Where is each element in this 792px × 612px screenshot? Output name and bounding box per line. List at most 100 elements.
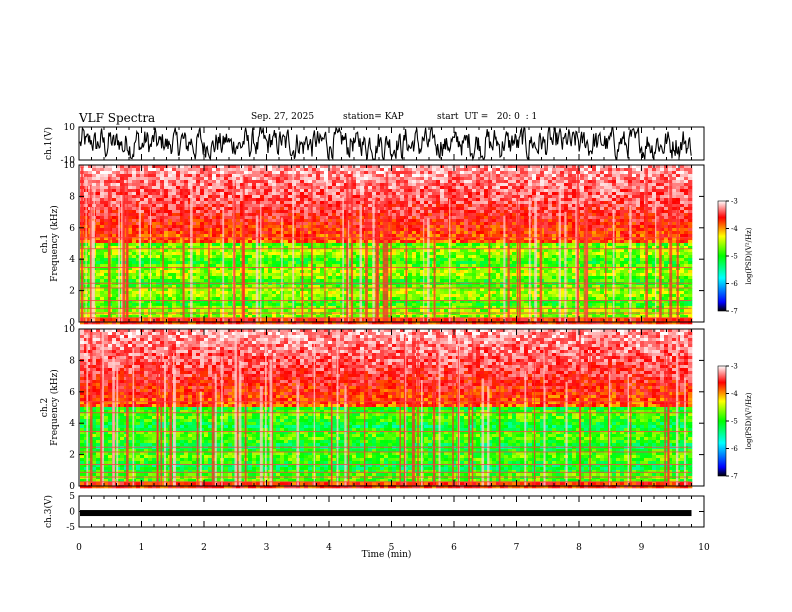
y-tick-label: 6	[69, 224, 75, 234]
spectrogram-streak	[301, 221, 304, 322]
spectrogram-streak	[311, 183, 313, 322]
spectrogram-streak	[348, 220, 350, 322]
spectrogram-streak	[214, 373, 217, 486]
spectrogram-streak	[126, 170, 128, 322]
spectrogram-streak	[182, 185, 185, 322]
chart-title: VLF Spectra	[79, 111, 156, 125]
y-tick-label: -10	[61, 156, 76, 166]
spectrogram-line	[80, 412, 692, 414]
spectrogram-streak	[101, 331, 104, 486]
x-tick-label: 9	[639, 543, 645, 553]
spectrogram-streak	[654, 201, 657, 322]
spectrogram-streak	[233, 186, 236, 322]
spectrogram-streak	[498, 347, 501, 486]
spectrogram-streak	[372, 200, 375, 322]
spectrogram-streak	[330, 346, 332, 486]
spectrogram-streak	[583, 216, 585, 322]
y-tick-label: 2	[69, 287, 75, 297]
spectrogram-streak	[449, 198, 451, 322]
ch1-waveform-line	[79, 126, 692, 162]
spectrogram-streak	[90, 185, 92, 322]
station-label: station= KAP	[343, 112, 404, 122]
x-tick-label: 4	[326, 543, 332, 553]
spectrogram-streak	[630, 387, 632, 486]
spectrogram-streak	[481, 378, 485, 486]
y-tick-label: 0	[69, 482, 75, 492]
spectrogram-streak	[85, 176, 87, 322]
spectrogram-line	[80, 471, 692, 473]
spectrogram-streak	[564, 211, 567, 322]
spectrogram-streak	[91, 220, 95, 322]
spectrogram-streak	[100, 358, 103, 486]
colorbar-tick-label: -6	[731, 280, 738, 288]
spectrogram-streak	[589, 343, 591, 486]
spectrogram-streak	[126, 347, 129, 486]
spectrogram-line	[80, 287, 692, 289]
spectrogram-streak	[331, 365, 333, 486]
spectrogram-line	[80, 401, 692, 403]
spectrogram-streak	[116, 367, 119, 486]
spectrogram-streak	[196, 362, 199, 486]
spectrogram-streak	[199, 391, 202, 486]
spectrogram-streak	[344, 385, 347, 486]
spectrogram-streak	[235, 347, 239, 486]
colorbar-label: log(PSD)(V²/Hz)	[745, 227, 753, 284]
colorbar-tick-label: -5	[731, 253, 738, 261]
y-tick-label: 5	[69, 492, 75, 502]
spectrogram-streak	[190, 176, 193, 322]
spectrogram-streak	[162, 182, 164, 322]
spectrogram-line	[80, 451, 692, 453]
spectrogram-streak	[336, 346, 339, 486]
spectrogram-streak	[664, 353, 666, 486]
spectrogram-streak	[364, 350, 366, 486]
colorbar-1	[717, 200, 727, 312]
x-tick-label: 2	[201, 543, 207, 553]
spectrogram-streak	[138, 202, 141, 322]
spectrogram-line	[80, 481, 692, 483]
colorbar-tick-label: -3	[731, 363, 738, 371]
spectrogram-streak	[93, 189, 95, 322]
spectrogram-streak	[324, 181, 326, 322]
spectrogram-streak	[627, 374, 630, 486]
spectrogram-line	[80, 446, 692, 448]
spectrogram-streak	[221, 356, 223, 486]
spectrogram-streak	[507, 211, 510, 322]
start-time-label: start UT = 20: 0 : 1	[437, 112, 538, 122]
y-tick-label: 0	[69, 318, 75, 328]
spectrogram-streak	[163, 362, 167, 486]
y-tick-label: 4	[69, 419, 75, 429]
spectrogram-streak	[80, 166, 84, 322]
x-tick-label: 1	[139, 543, 145, 553]
ch2-spectrogram-ylabel-freq: Frequency (kHz)	[49, 369, 60, 446]
ch1-spectrogram-cells	[80, 165, 693, 325]
x-tick-label: 7	[514, 543, 520, 553]
ch3-waveform-ylabel: ch.3(V)	[43, 495, 54, 528]
colorbar-2	[717, 365, 727, 477]
spectrogram-streak	[576, 165, 580, 322]
spectrogram-line	[80, 476, 692, 478]
spectrogram-streak	[668, 389, 670, 486]
spectrogram-line	[80, 248, 692, 250]
spectrogram-streak	[524, 370, 527, 486]
ch3-waveform-line	[80, 510, 692, 517]
spectrogram-streak	[118, 205, 120, 322]
spectrogram-streak	[608, 371, 611, 486]
spectrogram-streak	[543, 349, 545, 486]
spectrogram-streak	[281, 217, 283, 322]
spectrogram-line	[80, 317, 692, 319]
y-tick-label: 8	[69, 356, 75, 366]
x-tick-label: 6	[451, 543, 457, 553]
spectrogram-streak	[238, 360, 242, 486]
spectrogram-line	[80, 300, 692, 302]
spectrogram-streak	[350, 171, 354, 322]
spectrogram-streak	[296, 385, 300, 486]
colorbar-tick-label: -6	[731, 445, 738, 453]
spectrogram-streak	[533, 362, 536, 486]
spectrogram-streak	[578, 330, 582, 486]
ch1-spectrogram-ylabel-channel: ch.1	[40, 234, 50, 253]
spectrogram-streak	[684, 378, 686, 486]
spectrogram-streak	[558, 187, 561, 322]
spectrogram-streak	[457, 345, 460, 486]
spectrogram-streak	[487, 386, 490, 486]
